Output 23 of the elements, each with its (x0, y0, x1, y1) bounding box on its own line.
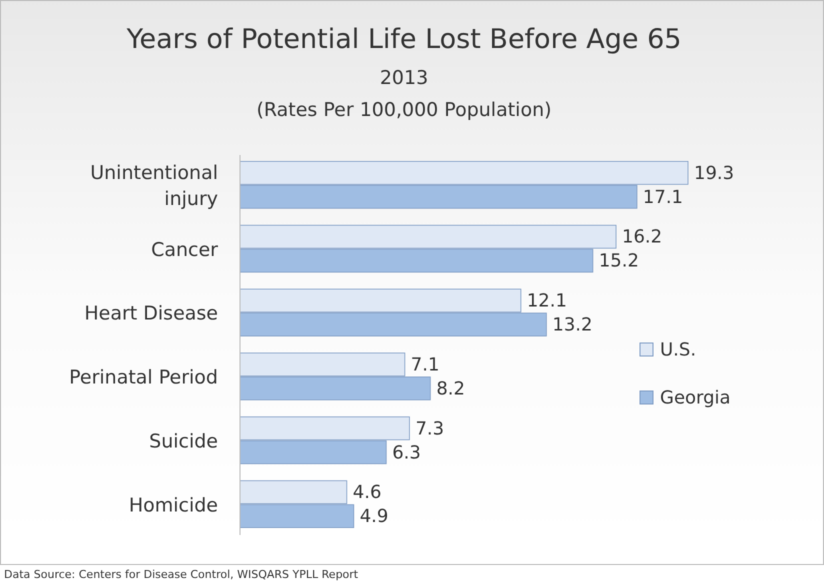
legend-label: Georgia (660, 388, 731, 408)
y-tick-label: Suicide (149, 430, 218, 452)
data-label: 4.9 (360, 506, 388, 528)
data-label: 7.1 (410, 354, 440, 376)
data-label: 19.3 (694, 162, 734, 184)
y-tick-label: Cancer (151, 238, 218, 261)
data-label: 6.3 (392, 442, 421, 464)
y-tick-label: Unintentional injury (90, 162, 218, 210)
y-tick-label: Homicide (128, 494, 218, 516)
y-tick-label: Perinatal Period (69, 366, 218, 389)
data-label: 13.2 (552, 314, 592, 336)
chart-title: Years of Potential Life Lost Before Age 65 (126, 24, 682, 55)
data-label: 16.2 (622, 226, 662, 248)
data-label: 15.2 (598, 250, 639, 272)
data-label: 7.3 (415, 418, 444, 440)
legend-label: U.S. (660, 340, 696, 360)
data-label: 17.1 (642, 186, 684, 208)
y-tick-label: Heart Disease (84, 302, 218, 325)
data-label: 12.1 (526, 290, 567, 312)
data-label: 8.2 (436, 378, 465, 400)
data-label: 4.6 (352, 482, 382, 504)
source-note: Data Source: Centers for Disease Control, WISQARS YPLL Report (4, 568, 359, 581)
chart-subtitle: 2013 (Rates Per 100,000 Population) (256, 67, 552, 121)
